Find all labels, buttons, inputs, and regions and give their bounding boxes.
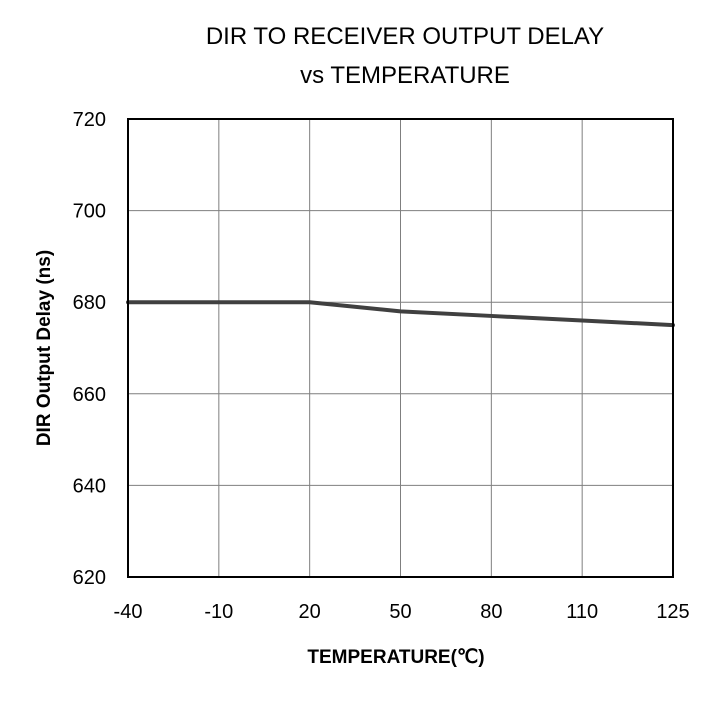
y-tick-label: 700 (73, 201, 106, 223)
y-axis-ticks: 720 700 680 660 640 620 (73, 109, 106, 589)
plot-border (127, 118, 674, 578)
x-tick-label: 20 (299, 601, 321, 623)
x-tick-label: -10 (204, 601, 233, 623)
x-tick-label: 50 (389, 601, 411, 623)
chart-title-line2: vs TEMPERATURE (300, 62, 510, 89)
y-tick-label: 640 (73, 475, 106, 497)
y-tick-label: 620 (73, 567, 106, 589)
chart-title-line1: DIR TO RECEIVER OUTPUT DELAY (206, 23, 604, 50)
y-tick-label: 680 (73, 292, 106, 314)
y-axis-title: DIR Output Delay (ns) (34, 250, 55, 446)
y-tick-label: 720 (73, 109, 106, 131)
x-tick-label: 80 (480, 601, 502, 623)
x-axis-ticks: -40 -10 20 50 80 110 125 (114, 601, 690, 623)
x-tick-label: -40 (114, 601, 143, 623)
gridlines (127, 118, 674, 578)
x-tick-label: 110 (566, 601, 598, 623)
plot-border-group (127, 118, 674, 578)
y-tick-label: 660 (73, 384, 106, 406)
x-tick-label: 125 (656, 601, 689, 623)
x-axis-title: TEMPERATURE(℃) (307, 647, 484, 668)
